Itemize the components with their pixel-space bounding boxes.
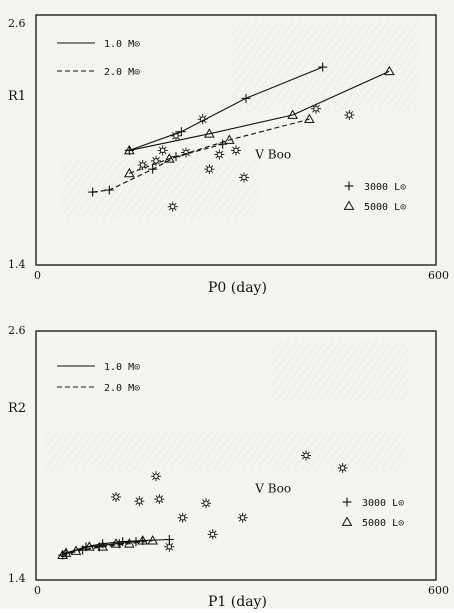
data-point-star-4-4 <box>201 498 211 509</box>
data-point-star-4-2 <box>154 494 165 505</box>
legend-marker-plus <box>342 497 352 507</box>
data-point-triangle-3-3 <box>303 113 315 124</box>
annotation-v-boo: V Boo <box>254 482 291 496</box>
data-point-star-4-10 <box>311 103 321 114</box>
data-point-triangle-3-2 <box>97 541 109 551</box>
data-point-star-4-6 <box>207 529 218 540</box>
data-point-triangle-3-3 <box>123 538 135 548</box>
x-axis-label: P0 (day) <box>208 280 267 296</box>
data-point-plus-1-1 <box>104 185 114 195</box>
data-point-star-4-1 <box>134 496 145 507</box>
scan-hatch-region <box>45 430 405 470</box>
scan-hatch-region <box>270 340 410 400</box>
legend-label-2-0-msun: 2.0 M⊙ <box>104 67 140 78</box>
data-point-star-4-1 <box>151 155 161 166</box>
data-point-triangle-2-2 <box>110 538 122 548</box>
series-layer <box>57 450 348 560</box>
data-point-star-4-10 <box>337 462 348 473</box>
x-tick-label-max: 600 <box>428 584 449 597</box>
data-point-star-4-3 <box>151 471 161 482</box>
data-point-plus-1-0 <box>88 187 98 197</box>
data-point-star-4-12 <box>167 201 178 212</box>
data-point-plus-0-3 <box>318 62 328 72</box>
y-tick-label-max: 2.6 <box>8 17 26 30</box>
data-point-triangle-2-3 <box>383 65 395 76</box>
data-point-triangle-2-2 <box>287 109 299 119</box>
data-point-star-4-7 <box>204 164 215 175</box>
series-line-3 <box>62 540 153 556</box>
legend: 1.0 M⊙ 2.0 M⊙ 3000 L⊙ 5000 L⊙ <box>57 362 404 529</box>
data-point-star-4-0 <box>111 492 121 502</box>
legend-marker-plus <box>344 181 354 191</box>
data-point-triangle-3-2 <box>223 134 235 144</box>
y-axis-label: R2 <box>8 401 26 416</box>
chart-panel-bottom: 1.0 M⊙ 2.0 M⊙ 3000 L⊙ 5000 L⊙ 2.6 1.4 0 … <box>8 324 449 610</box>
legend-label-5000-lsun: 5000 L⊙ <box>362 518 404 529</box>
annotation-v-boo: V Boo <box>254 148 291 162</box>
legend: 1.0 M⊙ 2.0 M⊙ 3000 L⊙ 5000 L⊙ <box>57 39 406 213</box>
data-point-star-4-5 <box>181 147 191 158</box>
data-point-triangle-2-1 <box>203 128 215 138</box>
legend-label-5000-lsun: 5000 L⊙ <box>364 202 406 213</box>
series-line-2 <box>129 70 390 151</box>
legend-marker-triangle <box>343 200 355 210</box>
series-layer <box>88 62 395 212</box>
scan-hatch-region <box>230 20 420 110</box>
plot-frame <box>35 330 437 581</box>
data-point-plus-1-2 <box>148 164 158 174</box>
data-point-star-4-2 <box>157 145 168 156</box>
data-point-star-4-9 <box>239 172 249 183</box>
series-line-3 <box>129 118 310 174</box>
data-point-plus-0-1 <box>176 127 186 137</box>
data-point-star-4-11 <box>344 110 355 120</box>
data-point-star-4-8 <box>237 512 248 523</box>
data-point-star-4-6 <box>214 149 225 160</box>
data-point-triangle-3-0 <box>123 167 135 178</box>
data-point-star-4-9 <box>301 450 311 461</box>
data-point-star-4-7 <box>164 541 175 552</box>
data-point-star-4-3 <box>171 130 181 141</box>
legend-label-3000-lsun: 3000 L⊙ <box>362 498 404 509</box>
data-point-triangle-2-0 <box>123 144 135 155</box>
data-point-star-4-0 <box>137 160 148 170</box>
data-point-plus-0-2 <box>241 93 251 103</box>
x-tick-label-max: 600 <box>428 269 449 282</box>
legend-label-1-0-msun: 1.0 M⊙ <box>104 362 140 373</box>
y-tick-label-max: 2.6 <box>8 324 26 337</box>
plot-frame <box>35 14 437 266</box>
data-point-plus-1-4 <box>218 139 228 149</box>
x-tick-label-min: 0 <box>34 269 41 282</box>
scan-hatch-region <box>60 160 260 220</box>
y-tick-label-min: 1.4 <box>8 572 26 585</box>
data-point-triangle-3-0 <box>57 549 69 559</box>
legend-label-3000-lsun: 3000 L⊙ <box>364 182 406 193</box>
scan-artifacts <box>45 20 420 470</box>
x-tick-label-min: 0 <box>34 584 41 597</box>
chart-panel-top: 1.0 M⊙ 2.0 M⊙ 3000 L⊙ 5000 L⊙ 2.6 1.4 0 … <box>8 14 449 296</box>
legend-label-1-0-msun: 1.0 M⊙ <box>104 39 140 50</box>
data-point-triangle-3-1 <box>70 545 82 555</box>
data-point-star-4-4 <box>197 114 208 125</box>
data-point-triangle-3-4 <box>147 535 159 545</box>
legend-label-2-0-msun: 2.0 M⊙ <box>104 383 140 394</box>
data-point-triangle-3-1 <box>163 153 175 163</box>
data-point-triangle-2-1 <box>83 541 95 551</box>
data-point-star-4-8 <box>231 145 241 156</box>
x-axis-label: P1 (day) <box>208 594 267 609</box>
series-line-0 <box>129 66 323 151</box>
y-tick-label-min: 1.4 <box>8 258 26 271</box>
y-axis-label: R1 <box>8 89 26 104</box>
data-point-star-4-5 <box>177 512 188 523</box>
data-point-triangle-2-3 <box>137 535 149 545</box>
legend-marker-triangle <box>341 516 353 526</box>
